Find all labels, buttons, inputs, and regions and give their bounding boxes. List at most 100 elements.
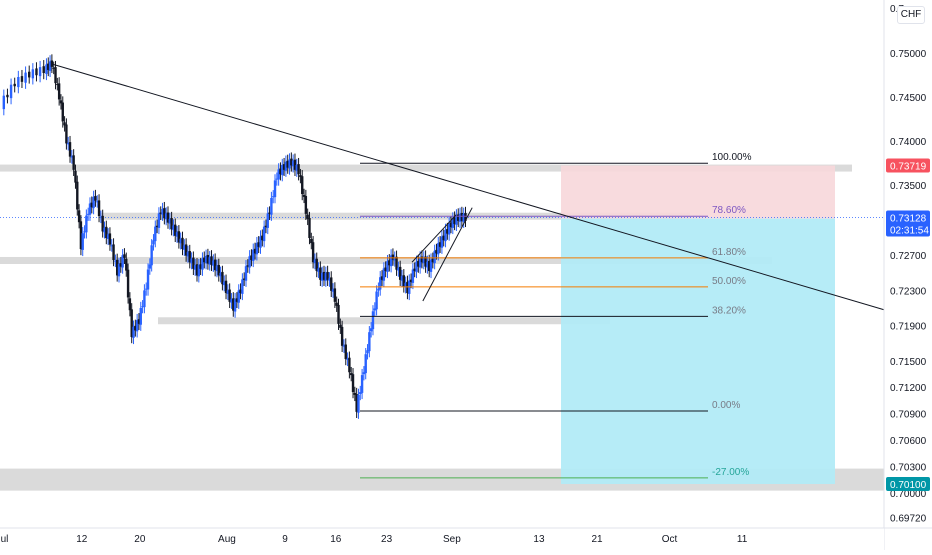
candle-body	[213, 259, 217, 271]
candle-body	[130, 309, 133, 338]
candle-body	[145, 288, 148, 290]
instrument-badge[interactable]: CHF	[897, 6, 925, 24]
candle-body	[85, 215, 88, 233]
y-tick-label: 0.75000	[890, 49, 927, 60]
candle-body	[126, 269, 130, 298]
stop-price-badge: 0.73719	[890, 162, 927, 173]
candle-body	[110, 245, 113, 247]
candle-body	[215, 265, 219, 272]
fibonacci-retracement[interactable]: 100.00% 78.60% 61.80% 50.00% 38.20% 0.00% -27.…	[360, 152, 752, 479]
candle-body	[404, 282, 407, 288]
candle-body	[335, 302, 338, 306]
candle-body	[409, 279, 413, 283]
candle-body	[90, 202, 93, 208]
candle-body	[371, 311, 375, 330]
candle-body	[373, 308, 376, 311]
candle-body	[190, 258, 193, 264]
candle-body	[382, 268, 386, 281]
candle-body	[398, 266, 402, 280]
current-price-badge-bg	[886, 210, 930, 237]
candle-body	[429, 259, 433, 272]
candle-body	[223, 281, 226, 286]
y-tick-label: 0.72300	[890, 286, 927, 297]
candle-body	[57, 83, 61, 100]
candle-body	[393, 257, 396, 261]
candle-body	[63, 122, 66, 126]
candle-body	[175, 232, 179, 237]
candle-body	[83, 231, 86, 233]
candle-body	[219, 272, 222, 277]
sr-zone	[0, 164, 852, 172]
candle-body	[188, 251, 191, 263]
candle-body	[264, 225, 268, 228]
candle-body	[340, 326, 344, 346]
y-tick-label: 0.71500	[890, 357, 927, 368]
candle-body	[105, 226, 108, 239]
candle-body	[139, 308, 142, 325]
candle-body	[48, 61, 52, 71]
candle-body	[50, 60, 54, 67]
candle-body	[400, 276, 404, 281]
candle-body	[221, 271, 224, 285]
x-tick-label: Oct	[662, 534, 678, 545]
candle-body	[166, 212, 170, 223]
y-tick-label: 0.70300	[890, 462, 927, 473]
candle-body	[449, 222, 453, 228]
candle-body	[422, 257, 425, 264]
candle-body	[308, 218, 311, 239]
candle-body	[163, 208, 166, 219]
candle-body	[369, 328, 373, 332]
candle-body	[77, 210, 81, 223]
candle-body	[108, 233, 112, 245]
candle-body	[96, 201, 99, 203]
fib-level-label: 38.20%	[712, 305, 746, 316]
candle-body	[446, 229, 449, 234]
candle-body	[384, 267, 387, 272]
candle-body	[447, 223, 451, 235]
candle-body	[290, 158, 293, 166]
fib-level-label: 61.80%	[712, 247, 746, 258]
candle-body	[395, 256, 398, 270]
trendlines[interactable]	[52, 63, 885, 311]
candle-body	[106, 234, 110, 239]
candle-body	[195, 264, 199, 276]
candle-body	[193, 265, 197, 270]
candle-body	[424, 256, 427, 267]
candle-body	[228, 289, 231, 302]
candle-body	[281, 165, 284, 176]
candle-body	[201, 258, 204, 270]
candle-body	[451, 218, 454, 228]
candle-body	[315, 258, 318, 272]
candle-body	[132, 326, 135, 338]
candle-body	[295, 165, 298, 171]
candle-body	[273, 180, 277, 198]
wedge-lower-line	[422, 207, 473, 302]
y-tick-label: 0.71900	[890, 322, 927, 333]
candle-body	[320, 272, 324, 281]
candle-body	[353, 392, 357, 395]
price-axis[interactable]: 0.750000.745000.740000.735000.731430.727…	[883, 0, 932, 550]
candle-body	[183, 245, 186, 250]
y-tick-label: 0.73500	[890, 181, 927, 192]
candle-body	[272, 196, 275, 198]
position-layer	[0, 165, 884, 484]
current-price-badge: 0.73128	[890, 214, 927, 225]
candle-body	[137, 319, 141, 324]
candle-body	[377, 288, 380, 291]
candle-body	[54, 67, 57, 84]
candle-body	[433, 250, 436, 264]
candle-body	[235, 298, 239, 302]
candle-body	[143, 290, 146, 308]
candle-body	[203, 257, 206, 263]
candle-body	[155, 225, 159, 228]
candle-body	[261, 235, 264, 241]
candle-body	[286, 160, 289, 168]
time-axis[interactable]: Jul 12 20 Aug 9 16 23 Sep 13 21 Oct 11	[0, 527, 932, 550]
candle-body	[402, 275, 406, 287]
candle-body	[199, 264, 202, 269]
candle-body	[279, 168, 282, 175]
candle-body	[76, 181, 79, 210]
